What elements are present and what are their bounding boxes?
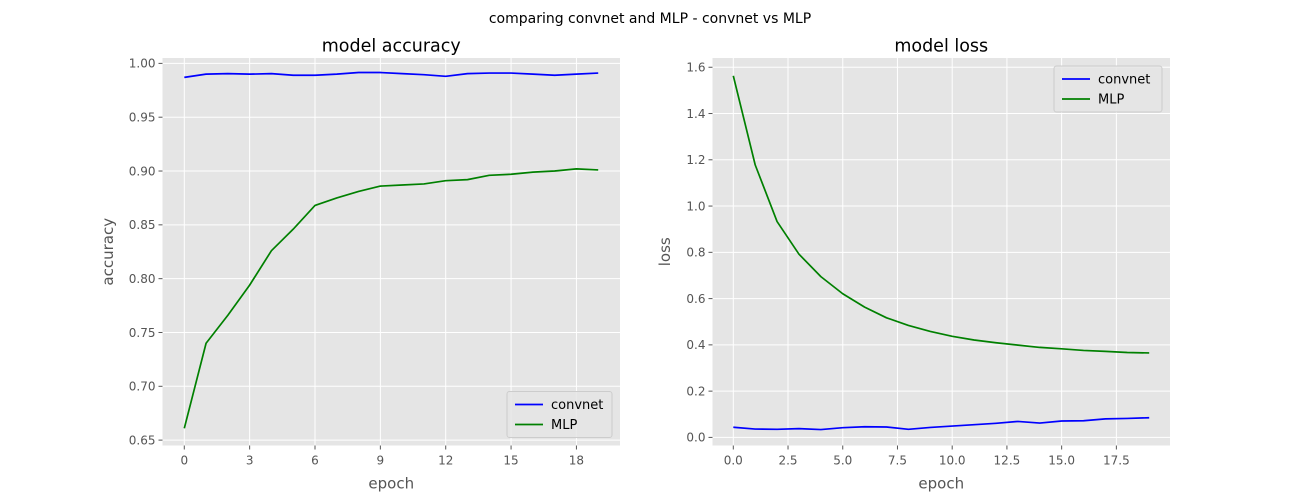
- accuracy-series-line-convnet: [184, 71, 599, 79]
- loss-y-axis-label: loss: [656, 237, 674, 266]
- loss-y-tick-label: 1.6: [686, 61, 705, 75]
- accuracy-y-axis-label: accuracy: [99, 218, 117, 286]
- accuracy-y-tick-label: 0.90: [129, 164, 156, 178]
- loss-chart-title: model loss: [894, 37, 988, 57]
- loss-x-tick-label: 17.5: [1103, 454, 1130, 468]
- loss-y-tick-label: 1.0: [686, 199, 705, 213]
- loss-x-tick-label: 0.0: [724, 454, 743, 468]
- accuracy-x-tick-label: 12: [438, 454, 453, 468]
- accuracy-y-tick-label: 0.85: [129, 218, 156, 232]
- accuracy-legend-box: [506, 391, 613, 438]
- accuracy-plot-area: [162, 58, 620, 446]
- loss-series-line-mlp: [732, 75, 1150, 354]
- accuracy-x-tick-label: 9: [377, 454, 385, 468]
- loss-x-tick-label: 2.5: [778, 454, 797, 468]
- loss-legend: convnet MLP: [1053, 65, 1163, 113]
- accuracy-y-tick-label: 0.95: [129, 111, 156, 125]
- loss-x-tick-label: 15.0: [1048, 454, 1075, 468]
- loss-chart: 0.0 2.5 5.0 7.5 10.0 12.5 15.0 17.5 0.0 0.2 0.4 0.6…: [656, 37, 1170, 493]
- accuracy-y-tick-label: 0.65: [129, 433, 156, 447]
- loss-y-tick-label: 0.2: [686, 384, 705, 398]
- loss-legend-label-mlp: MLP: [1098, 93, 1124, 108]
- loss-x-tick-label: 12.5: [994, 454, 1021, 468]
- accuracy-series-line-mlp: [183, 168, 599, 429]
- loss-x-tick-label: 10.0: [939, 454, 966, 468]
- loss-y-tick-label: 1.2: [686, 153, 705, 167]
- loss-y-tick-label: 0.8: [686, 246, 705, 260]
- accuracy-x-tick-label: 0: [180, 454, 188, 468]
- loss-x-tick-label: 7.5: [888, 454, 907, 468]
- accuracy-y-tick-label: 0.80: [129, 272, 156, 286]
- accuracy-x-tick-label: 15: [503, 454, 518, 468]
- accuracy-legend: convnet MLP: [506, 391, 613, 438]
- loss-legend-box: [1053, 65, 1163, 113]
- accuracy-y-tick-label: 1.00: [129, 57, 156, 71]
- loss-series-line-convnet: [733, 416, 1150, 431]
- loss-y-tick-label: 1.4: [686, 107, 705, 121]
- accuracy-x-axis-label: epoch: [368, 475, 414, 493]
- loss-y-tick-label: 0.6: [686, 292, 705, 306]
- loss-y-tick-label: 0.4: [686, 338, 705, 352]
- accuracy-x-tick-label: 3: [246, 454, 254, 468]
- loss-plot-area: [712, 58, 1170, 446]
- accuracy-chart-title: model accuracy: [322, 37, 461, 57]
- loss-x-tick-label: 5.0: [833, 454, 852, 468]
- accuracy-x-tick-label: 18: [569, 454, 584, 468]
- loss-y-tick-label: 0.0: [686, 431, 705, 445]
- accuracy-y-tick-label: 0.75: [129, 326, 156, 340]
- accuracy-y-tick-label: 0.70: [129, 380, 156, 394]
- figure-suptitle: comparing convnet and MLP - convnet vs M…: [489, 11, 811, 27]
- accuracy-legend-label-convnet: convnet: [551, 398, 603, 413]
- loss-legend-label-convnet: convnet: [1098, 73, 1150, 88]
- accuracy-legend-label-mlp: MLP: [551, 418, 577, 433]
- loss-x-axis-label: epoch: [918, 475, 964, 493]
- accuracy-x-tick-label: 6: [311, 454, 319, 468]
- accuracy-chart: 0 3 6 9 12 15 18 0.65 0.70 0.75 0.80 0.85 0.90 0.95 1.…: [99, 37, 620, 493]
